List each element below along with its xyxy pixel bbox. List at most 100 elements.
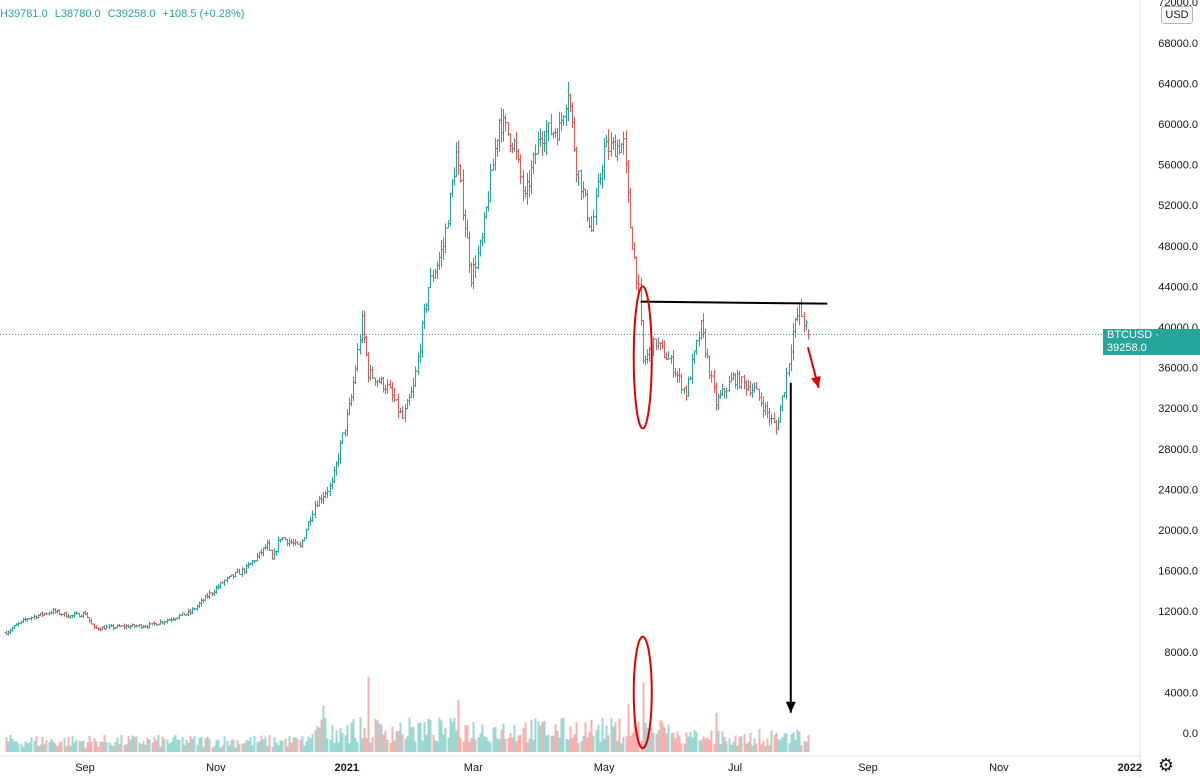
volume-bar <box>15 741 18 752</box>
x-tick-label: Nov <box>206 762 226 774</box>
volume-bar <box>601 717 604 752</box>
volume-bar <box>683 743 686 752</box>
settings-gear-icon[interactable]: ⚙ <box>1157 755 1175 775</box>
ohlc-bar <box>128 624 133 630</box>
volume-bar <box>37 745 40 752</box>
volume-bar <box>131 735 134 752</box>
volume-bar <box>363 728 366 752</box>
ohlc-bar <box>358 335 363 355</box>
y-tick-label: 28000.0 <box>1158 444 1198 456</box>
volume-bar <box>678 735 681 752</box>
volume-bar <box>635 733 638 752</box>
ohlc-bar <box>613 134 618 158</box>
volume-bar <box>185 739 188 752</box>
volume-bar <box>760 744 763 752</box>
volume-bar <box>273 737 276 752</box>
volume-bar <box>485 736 488 752</box>
highlight-ellipse[interactable] <box>632 635 653 750</box>
volume-bar <box>704 738 707 752</box>
ohlc-bar <box>757 388 762 401</box>
volume-bar <box>419 722 422 752</box>
volume-bar <box>775 732 778 752</box>
ohlc-bar <box>379 376 384 385</box>
ohlc-bar <box>405 398 410 410</box>
ohlc-bar <box>714 382 719 411</box>
volume-bar <box>421 740 424 752</box>
ohlc-bar <box>92 623 97 630</box>
volume-bar <box>708 739 711 752</box>
volume-bar <box>69 745 72 752</box>
volume-bar <box>614 721 617 752</box>
ohlc-bar <box>199 597 204 607</box>
volume-bar <box>513 725 516 752</box>
volume-bar <box>661 722 664 752</box>
ohlc-bar <box>514 131 519 160</box>
ohlc-bar <box>463 209 468 238</box>
ohlc-bar <box>188 608 193 616</box>
volume-bar <box>504 738 507 752</box>
volume-bar <box>618 718 621 752</box>
ohlc-bar <box>47 611 52 616</box>
red-arrow[interactable] <box>806 347 821 389</box>
ohlc-bar <box>776 417 781 431</box>
currency-selector[interactable]: USD <box>1161 6 1193 24</box>
volume-bar <box>556 730 559 752</box>
resistance-line[interactable] <box>640 300 828 305</box>
ohlc-bar <box>660 339 665 349</box>
volume-bar <box>39 744 42 752</box>
volume-bar <box>749 733 752 752</box>
ohlc-bar <box>525 172 530 205</box>
volume-bar <box>399 722 402 752</box>
volume-bar <box>367 676 370 752</box>
volume-bar <box>234 747 237 752</box>
black-arrow[interactable] <box>785 382 796 713</box>
ohlc-bar <box>40 611 45 618</box>
volume-bar <box>56 746 59 752</box>
legend-change: +108.5 (+0.28%) <box>162 8 245 20</box>
ohlc-bar <box>716 393 721 410</box>
volume-bar <box>208 738 211 752</box>
ohlc-bar <box>396 393 401 419</box>
volume-bar <box>730 745 733 752</box>
ohlc-bar <box>424 303 429 314</box>
volume-bar <box>378 723 381 752</box>
volume-bar <box>558 737 561 752</box>
ohlc-bar <box>555 127 560 146</box>
y-tick-label: 36000.0 <box>1158 363 1198 375</box>
volume-bar <box>417 723 420 752</box>
volume-bar <box>432 734 435 752</box>
volume-bar <box>213 745 216 752</box>
volume-bar <box>146 737 149 752</box>
volume-bar <box>496 738 499 752</box>
ohlc-bar <box>669 355 674 364</box>
ohlc-bar <box>448 192 453 227</box>
ohlc-bar <box>465 219 470 239</box>
volume-bar <box>582 736 585 752</box>
ohlc-bar <box>512 137 517 152</box>
volume-bar <box>777 739 780 752</box>
volume-bar <box>796 729 799 752</box>
volume-bar <box>691 737 694 752</box>
volume-bar <box>148 739 151 752</box>
ohlc-bar <box>32 614 37 620</box>
volume-bar <box>217 739 220 752</box>
volume-bar <box>751 745 754 752</box>
volume-bar <box>346 724 349 752</box>
ohlc-bar <box>748 381 753 397</box>
ohlc-bar <box>806 322 811 340</box>
volume-bar <box>524 722 527 752</box>
ohlc-bar <box>353 365 358 385</box>
volume-bar <box>11 738 14 752</box>
volume-bar <box>374 719 377 752</box>
ohlc-bar <box>654 338 659 350</box>
ohlc-bar <box>705 348 710 359</box>
highlight-ellipse[interactable] <box>632 285 653 430</box>
volume-bar <box>743 734 746 752</box>
time-axis: Sep Nov 2021 Mar May Jul Sep Nov 2022 <box>0 755 1142 774</box>
ohlc-bar <box>699 320 704 340</box>
volume-bar <box>462 741 465 752</box>
volume-bar <box>241 743 244 752</box>
ohlc-bar <box>265 539 270 551</box>
volume-bar <box>511 737 514 752</box>
